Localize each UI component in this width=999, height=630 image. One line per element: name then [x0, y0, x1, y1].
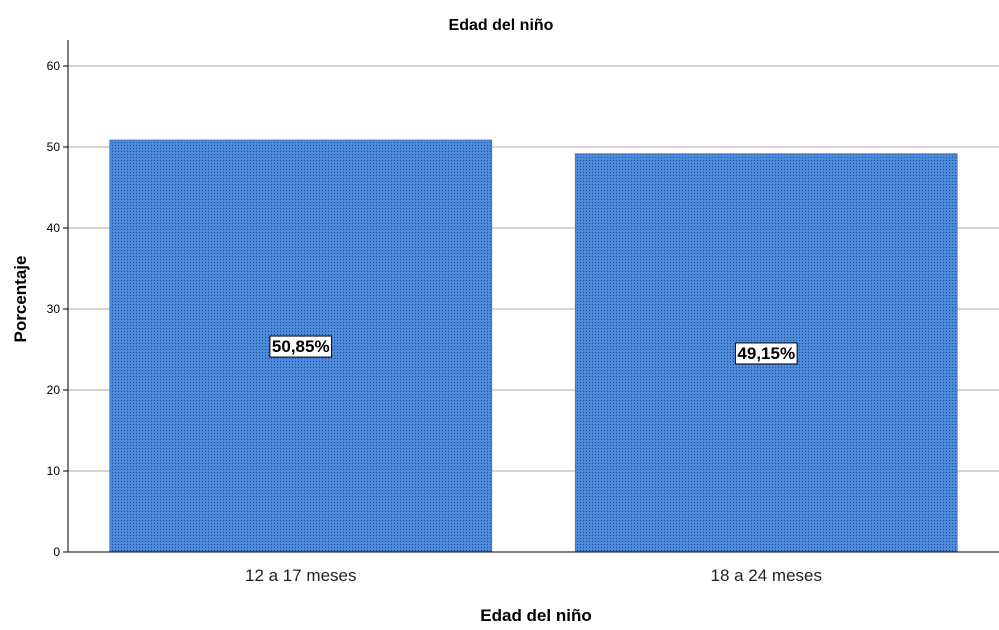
data-label: 50,85%	[270, 336, 332, 357]
y-tick-label: 30	[47, 302, 61, 316]
y-tick-label: 20	[47, 383, 61, 397]
x-tick-label: 18 a 24 meses	[710, 566, 822, 585]
y-tick-label: 40	[47, 221, 61, 235]
chart-title: Edad del niño	[449, 17, 554, 34]
x-tick-label: 12 a 17 meses	[245, 566, 357, 585]
data-label-text: 49,15%	[737, 344, 795, 363]
y-axis-title: Porcentaje	[11, 256, 30, 343]
x-axis-title: Edad del niño	[480, 606, 591, 625]
bars	[110, 140, 957, 552]
y-tick-label: 60	[47, 59, 61, 73]
data-label: 49,15%	[735, 343, 797, 364]
data-label-text: 50,85%	[272, 337, 330, 356]
y-tick-label: 50	[47, 140, 61, 154]
y-tick-label: 10	[47, 464, 61, 478]
y-tick-label: 0	[53, 545, 60, 559]
